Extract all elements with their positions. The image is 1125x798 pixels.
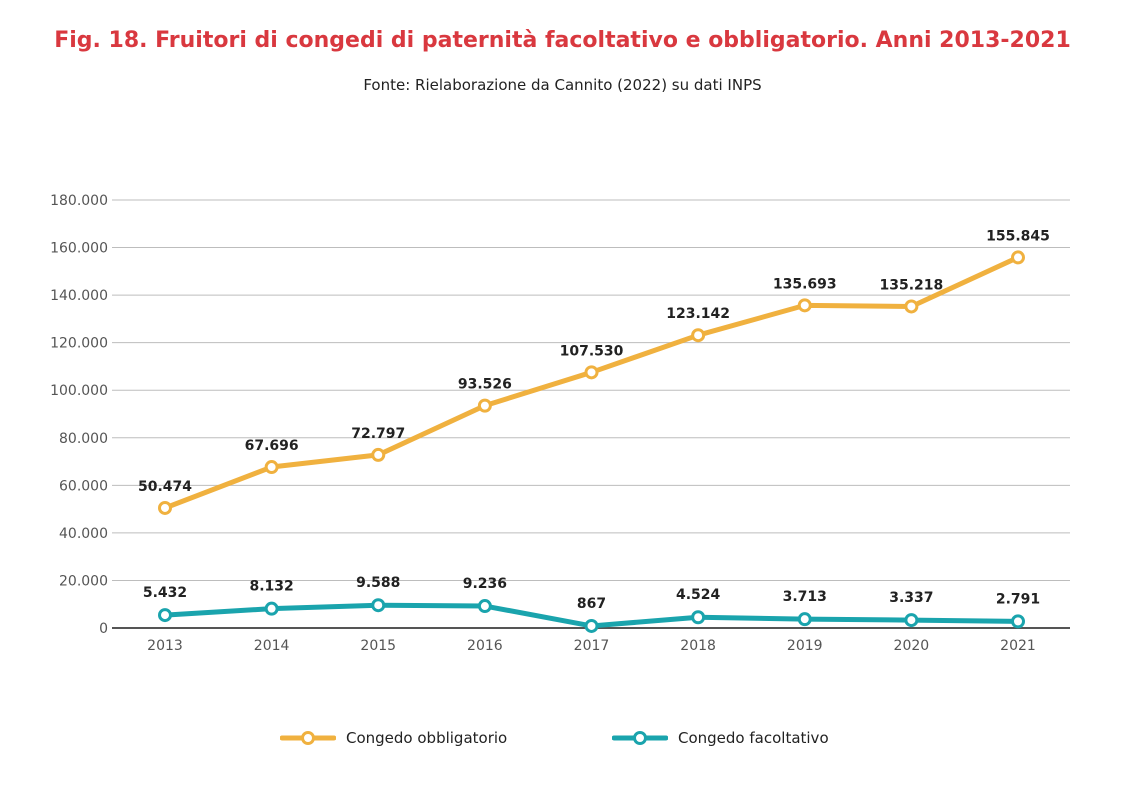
data-label: 867	[577, 596, 606, 612]
chart-subtitle: Fonte: Rielaborazione da Cannito (2022) …	[363, 76, 762, 94]
x-tick-label: 2013	[147, 638, 183, 654]
data-point	[691, 610, 706, 625]
x-tick-label: 2017	[574, 638, 610, 654]
data-point	[904, 613, 919, 628]
y-tick-label: 40.000	[59, 526, 108, 542]
data-point	[797, 612, 812, 627]
data-point	[1011, 614, 1025, 629]
data-point	[371, 598, 386, 613]
data-label: 9.588	[356, 575, 400, 591]
data-point	[904, 299, 919, 314]
y-tick-label: 60.000	[59, 478, 108, 494]
data-point	[797, 298, 812, 313]
data-label: 4.524	[676, 587, 721, 603]
data-point	[264, 460, 279, 475]
data-label: 93.526	[458, 377, 512, 393]
data-point	[371, 447, 386, 462]
data-label: 72.797	[351, 426, 405, 442]
data-label: 50.474	[138, 479, 192, 495]
axis-labels: 0 20.000 40.000 60.000 80.000 100.000 120.000 1…	[50, 193, 1036, 654]
data-label: 107.530	[560, 343, 624, 359]
y-tick-label: 100.000	[50, 383, 108, 399]
legend-swatch-obbligatorio-icon	[280, 731, 336, 745]
x-tick-label: 2018	[680, 638, 716, 654]
y-tick-label: 120.000	[50, 336, 108, 352]
series-lines	[158, 250, 1025, 633]
legend-swatch-facoltativo-icon	[612, 731, 668, 745]
y-tick-label: 160.000	[50, 241, 108, 257]
data-labels: 50.474 67.696 72.797 93.526 107.530 123.142 13…	[138, 228, 1050, 612]
data-point	[477, 398, 492, 413]
data-label: 135.693	[773, 276, 837, 292]
data-point	[264, 601, 279, 616]
data-label: 3.713	[783, 589, 827, 605]
x-tick-label: 2014	[254, 638, 290, 654]
data-label: 135.218	[879, 277, 943, 293]
data-label: 2.791	[996, 591, 1040, 607]
y-tick-label: 180.000	[50, 193, 108, 209]
data-point	[584, 365, 599, 380]
data-point	[477, 599, 492, 614]
data-label: 9.236	[463, 576, 507, 592]
y-tick-label: 20.000	[59, 573, 108, 589]
grid-lines	[112, 199, 1070, 629]
y-tick-label: 80.000	[59, 431, 108, 447]
data-label: 67.696	[245, 438, 299, 454]
data-point	[584, 618, 599, 633]
legend-item-obbligatorio: Congedo obbligatorio	[280, 726, 507, 750]
x-tick-label: 2021	[1000, 638, 1036, 654]
data-point	[1011, 250, 1025, 265]
legend-label-facoltativo: Congedo facoltativo	[678, 729, 829, 747]
legend-label-obbligatorio: Congedo obbligatorio	[346, 729, 508, 747]
x-tick-label: 2019	[787, 638, 823, 654]
data-label: 123.142	[666, 306, 730, 322]
data-point	[691, 328, 706, 343]
data-label: 3.337	[889, 590, 933, 606]
data-label: 8.132	[249, 579, 293, 595]
data-point	[158, 608, 172, 623]
x-tick-label: 2015	[360, 638, 396, 654]
y-tick-label: 140.000	[50, 288, 108, 304]
data-label: 155.845	[986, 228, 1050, 244]
chart-legend: Congedo obbligatorio Congedo facoltativo	[0, 726, 1125, 750]
y-tick-label: 0	[99, 621, 108, 637]
chart-title: Fig. 18. Fruitori di congedi di paternit…	[54, 28, 1071, 53]
x-tick-label: 2016	[467, 638, 503, 654]
data-label: 5.432	[143, 585, 187, 601]
x-tick-label: 2020	[894, 638, 930, 654]
data-point	[158, 500, 172, 515]
legend-item-facoltativo: Congedo facoltativo	[612, 726, 829, 750]
